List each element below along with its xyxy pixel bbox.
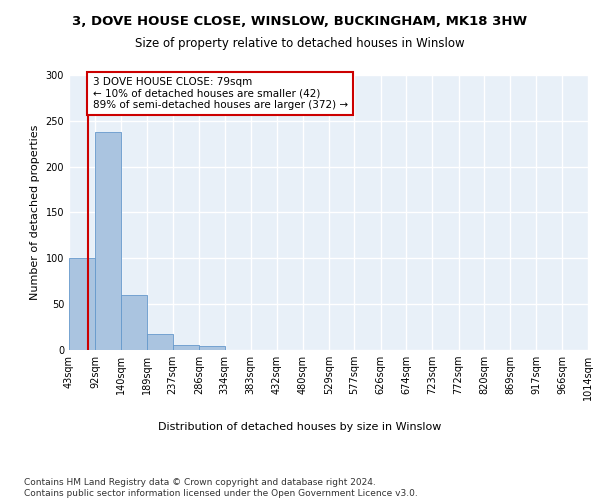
Text: 3 DOVE HOUSE CLOSE: 79sqm
← 10% of detached houses are smaller (42)
89% of semi-: 3 DOVE HOUSE CLOSE: 79sqm ← 10% of detac… <box>92 77 347 110</box>
Bar <box>173 344 199 350</box>
Text: 3, DOVE HOUSE CLOSE, WINSLOW, BUCKINGHAM, MK18 3HW: 3, DOVE HOUSE CLOSE, WINSLOW, BUCKINGHAM… <box>73 15 527 28</box>
Y-axis label: Number of detached properties: Number of detached properties <box>30 125 40 300</box>
Text: Distribution of detached houses by size in Winslow: Distribution of detached houses by size … <box>158 422 442 432</box>
Bar <box>121 295 147 350</box>
Bar <box>199 346 224 350</box>
Bar <box>95 132 121 350</box>
Text: Size of property relative to detached houses in Winslow: Size of property relative to detached ho… <box>135 38 465 51</box>
Text: Contains HM Land Registry data © Crown copyright and database right 2024.
Contai: Contains HM Land Registry data © Crown c… <box>24 478 418 498</box>
Bar <box>69 258 95 350</box>
Bar <box>147 334 173 350</box>
